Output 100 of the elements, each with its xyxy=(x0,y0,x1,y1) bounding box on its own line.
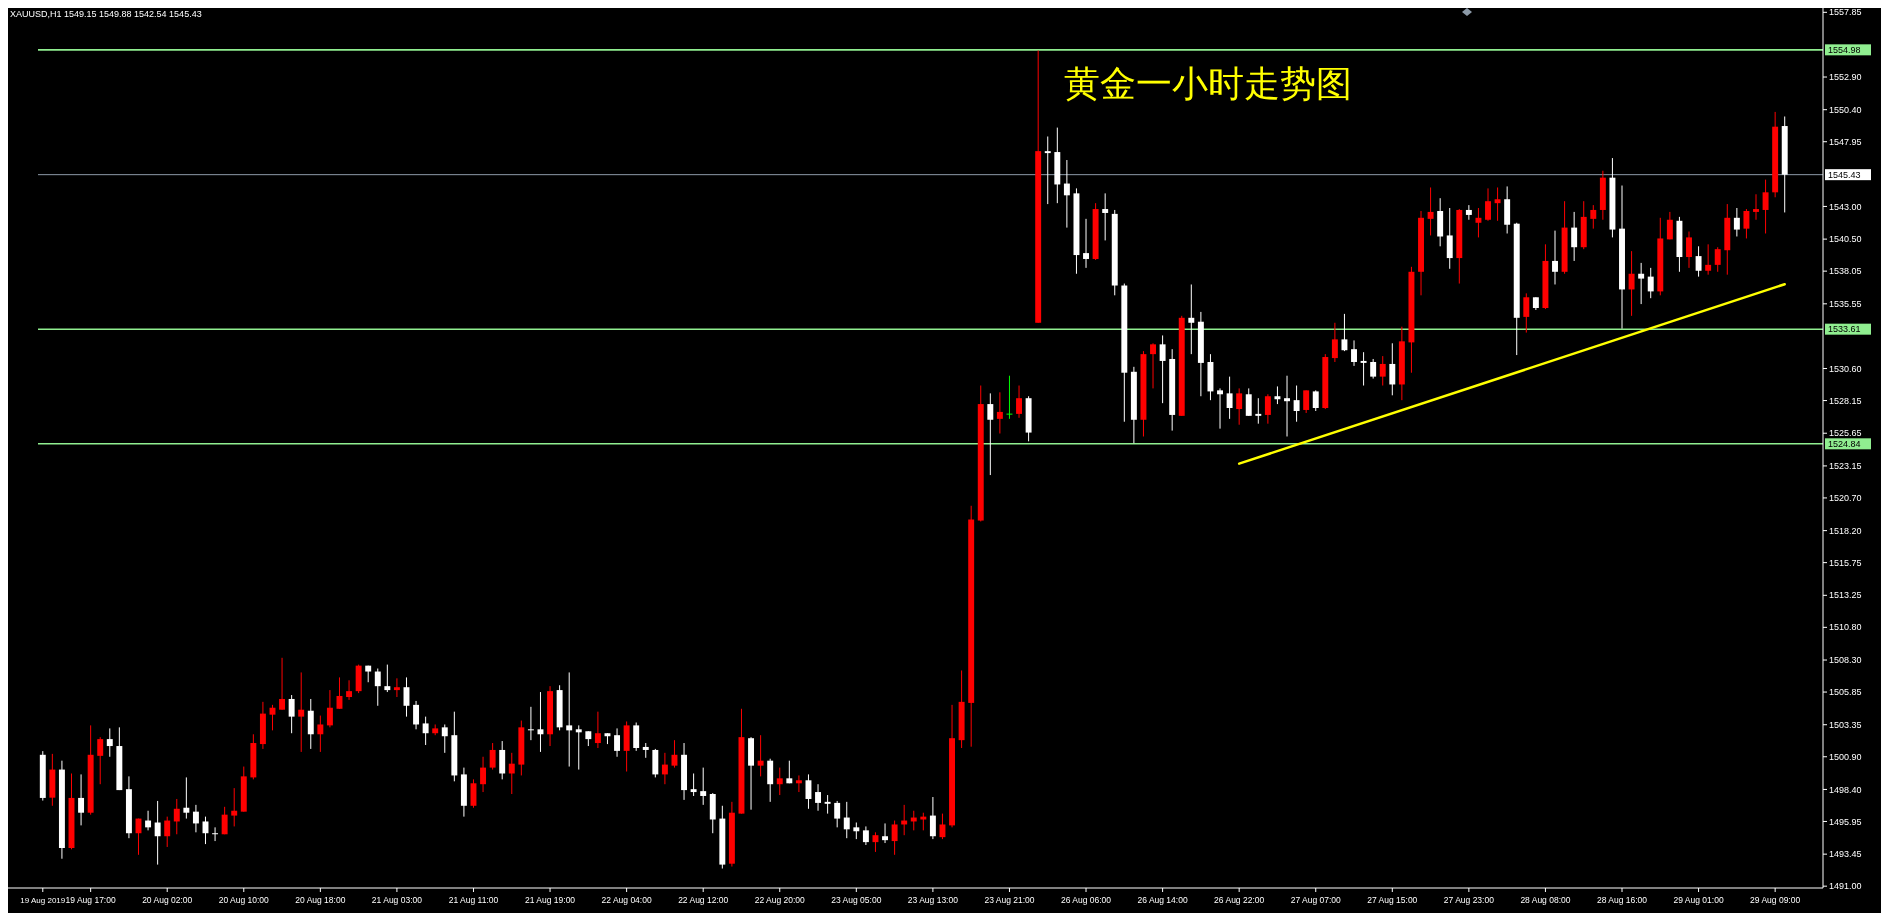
candlestick xyxy=(326,689,333,728)
candlestick xyxy=(594,711,601,749)
candlestick xyxy=(1389,342,1396,396)
candlestick xyxy=(1102,192,1109,241)
candlestick xyxy=(891,820,898,856)
candlestick xyxy=(1523,292,1530,334)
candlestick xyxy=(307,698,314,750)
candlestick xyxy=(384,664,391,693)
candlestick xyxy=(1236,387,1243,426)
candlestick xyxy=(1465,204,1472,221)
candlestick xyxy=(317,715,324,753)
candlestick xyxy=(1217,387,1223,430)
candlestick xyxy=(1312,389,1319,412)
y-tick-label: 1498.40 xyxy=(1829,784,1862,795)
candlestick xyxy=(824,794,831,815)
candlestick xyxy=(767,758,774,803)
candlestick xyxy=(480,756,487,793)
candlestick xyxy=(173,798,180,835)
candlestick xyxy=(1762,179,1769,234)
ref-line-label: 1524.84 xyxy=(1828,438,1861,449)
x-tick-label: 22 Aug 12:00 xyxy=(678,895,729,905)
candlestick xyxy=(413,700,420,730)
y-tick-label: 1520.70 xyxy=(1829,493,1862,504)
x-tick-label: 20 Aug 18:00 xyxy=(295,895,346,905)
candlestick xyxy=(1284,375,1290,437)
y-tick-label: 1523.15 xyxy=(1829,461,1862,472)
candlestick xyxy=(575,724,582,771)
candlestick xyxy=(97,736,104,785)
candlestick xyxy=(862,825,869,846)
candlestick xyxy=(633,722,640,752)
candlestick xyxy=(1552,230,1558,285)
y-tick-label: 1538.05 xyxy=(1829,266,1862,277)
candlestick xyxy=(1006,375,1013,420)
candlestick xyxy=(393,677,400,698)
x-tick-label: 26 Aug 22:00 xyxy=(1214,895,1265,905)
candlestick xyxy=(298,671,305,753)
candlestick xyxy=(1753,193,1759,221)
x-tick-label: 20 Aug 10:00 xyxy=(218,895,270,905)
candlestick xyxy=(1638,262,1645,305)
candlestick xyxy=(489,742,496,771)
x-tick-label: 28 Aug 08:00 xyxy=(1520,895,1571,905)
x-tick-label: 29 Aug 01:00 xyxy=(1673,895,1724,905)
candlestick xyxy=(1188,283,1195,355)
x-tick-label: 23 Aug 21:00 xyxy=(984,895,1035,905)
y-tick-label: 1505.85 xyxy=(1829,687,1862,698)
y-tick-label: 1552.90 xyxy=(1829,72,1862,83)
candlestick xyxy=(1494,186,1501,222)
x-tick-label: 20 Aug 02:00 xyxy=(142,895,193,905)
candlestick xyxy=(1446,207,1453,270)
candlestick xyxy=(183,776,190,820)
x-tick-label: 27 Aug 15:00 xyxy=(1367,895,1418,905)
candlestick xyxy=(1590,204,1597,230)
candlestick xyxy=(164,816,171,848)
ref-line-label: 1554.98 xyxy=(1828,44,1861,55)
candlestick xyxy=(1245,387,1252,417)
candlestick xyxy=(1341,313,1348,352)
candlestick xyxy=(508,752,515,795)
x-tick-label: 23 Aug 05:00 xyxy=(831,895,882,905)
text: 黄金一小时走势图 xyxy=(1064,64,1352,104)
candlestick xyxy=(346,679,353,701)
candlestick xyxy=(882,822,888,844)
x-tick-label: 19 Aug 2019 xyxy=(20,896,66,905)
candlestick xyxy=(1351,339,1357,367)
candlestick xyxy=(929,796,936,840)
candlestick xyxy=(145,810,152,831)
annotation: XAUUSD,H1 1549.15 1549.88 1542.54 1545.43 xyxy=(10,9,202,19)
ref-line-label: 1533.61 xyxy=(1828,324,1861,335)
y-tick-label: 1525.65 xyxy=(1829,428,1862,439)
candlestick xyxy=(834,800,841,828)
x-tick-label: 21 Aug 03:00 xyxy=(371,895,423,905)
y-tick-label: 1518.20 xyxy=(1829,525,1862,536)
y-tick-label: 1515.75 xyxy=(1829,557,1862,568)
candlestick xyxy=(1714,246,1721,273)
candlestick xyxy=(1016,385,1022,419)
x-tick-label: 19 Aug 17:00 xyxy=(65,895,116,905)
y-tick-label: 1503.35 xyxy=(1829,719,1862,730)
x-tick-label: 21 Aug 11:00 xyxy=(448,895,499,905)
candlestick xyxy=(1647,267,1654,299)
candlestick xyxy=(441,723,448,754)
y-tick-label: 1513.25 xyxy=(1829,590,1862,601)
candlestick xyxy=(221,806,228,835)
candlestick xyxy=(939,813,946,840)
y-tick-label: 1535.55 xyxy=(1829,298,1862,309)
candlestick xyxy=(279,657,286,711)
candlestick xyxy=(690,772,697,797)
candlestick xyxy=(1571,211,1578,262)
candlestick xyxy=(374,668,381,707)
candlestick xyxy=(231,787,238,827)
candlestick xyxy=(1427,186,1434,236)
candlestick xyxy=(1686,231,1692,269)
candlestick xyxy=(1303,389,1310,414)
candlestick xyxy=(78,773,85,826)
x-tick-label: 23 Aug 13:00 xyxy=(907,895,959,905)
y-tick-label: 1508.30 xyxy=(1829,655,1862,666)
candlestick xyxy=(661,752,668,785)
candlestick xyxy=(288,694,295,734)
candlestick xyxy=(815,783,822,812)
candlestick xyxy=(1370,358,1377,380)
candlestick xyxy=(1083,218,1089,269)
candlestick xyxy=(1255,397,1262,425)
